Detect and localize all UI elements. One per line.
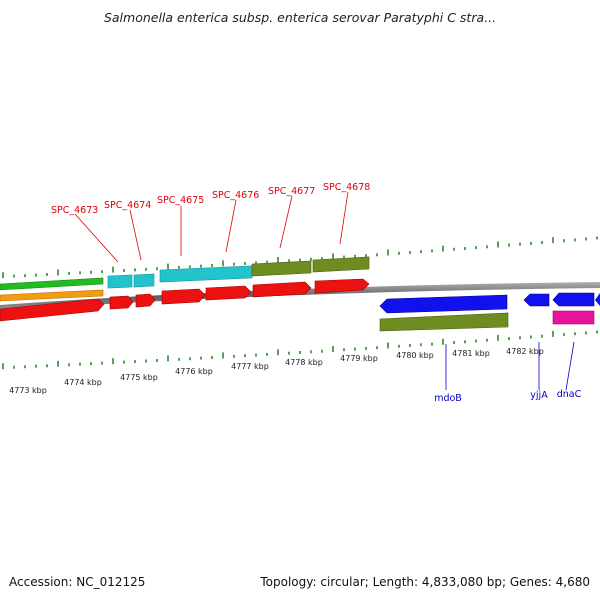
gene-label-spc4678[interactable]: SPC_4678 xyxy=(323,182,370,193)
position-label: 4774 kbp xyxy=(64,378,102,387)
cds-red-4[interactable] xyxy=(161,288,206,305)
feature-green-partial[interactable] xyxy=(0,277,104,291)
feature-spc4678[interactable] xyxy=(312,256,370,273)
cds-red-2[interactable] xyxy=(109,295,134,310)
leader-line xyxy=(225,199,237,253)
cds-red-6[interactable] xyxy=(252,281,312,298)
genome-title: Salmonella enterica subsp. enterica sero… xyxy=(104,10,496,25)
gene-label-spc4673[interactable]: SPC_4673 xyxy=(51,205,98,216)
leader-line xyxy=(74,213,119,263)
leader-line xyxy=(565,341,575,391)
gene-label-spc4677[interactable]: SPC_4677 xyxy=(268,186,315,197)
feature-orange-partial[interactable] xyxy=(0,289,104,302)
feature-spc4676[interactable] xyxy=(159,265,253,283)
gene-label-dnaC[interactable]: dnaC xyxy=(557,389,582,400)
leader-line xyxy=(339,191,349,245)
position-label: 4780 kbp xyxy=(396,351,434,360)
gene-label-spc4675[interactable]: SPC_4675 xyxy=(157,195,204,206)
gene-label-spc4674[interactable]: SPC_4674 xyxy=(104,200,151,211)
leader-line xyxy=(129,209,142,261)
gene-labels-above: SPC_4673 SPC_4674 SPC_4675 SPC_4676 SPC_… xyxy=(51,182,370,263)
position-label: 4776 kbp xyxy=(175,367,213,376)
cds-partial-right[interactable] xyxy=(595,293,600,306)
cds-red-7[interactable] xyxy=(314,278,370,294)
outer-tick-scale xyxy=(2,236,598,279)
inner-tick-scale xyxy=(2,330,598,370)
position-label: 4777 kbp xyxy=(231,362,269,371)
position-label: 4782 kbp xyxy=(506,347,544,356)
position-label: 4778 kbp xyxy=(285,358,323,367)
cds-dnaC[interactable] xyxy=(552,292,595,307)
gene-label-spc4676[interactable]: SPC_4676 xyxy=(212,190,259,201)
gene-label-mdoB[interactable]: mdoB xyxy=(434,393,462,404)
position-labels: 4773 kbp 4774 kbp 4775 kbp 4776 kbp 4777… xyxy=(9,347,544,395)
position-label: 4781 kbp xyxy=(452,349,490,358)
genome-summary: Topology: circular; Length: 4,833,080 bp… xyxy=(259,575,590,589)
accession-text: Accession: NC_012125 xyxy=(9,575,145,589)
feature-magenta[interactable] xyxy=(552,310,595,325)
cds-yjjA[interactable] xyxy=(523,293,550,307)
gene-labels-below: mdoB yjjA dnaC xyxy=(434,341,582,404)
cds-red-1[interactable] xyxy=(0,298,105,322)
position-label: 4779 kbp xyxy=(340,354,378,363)
feature-spc4675[interactable] xyxy=(133,273,155,288)
cds-red-5[interactable] xyxy=(205,285,252,301)
cds-mdoB[interactable] xyxy=(379,294,508,314)
genome-backbone xyxy=(0,282,600,311)
feature-mdoB-olive[interactable] xyxy=(379,312,509,332)
gene-label-yjjA[interactable]: yjjA xyxy=(530,390,548,401)
cds-red-3[interactable] xyxy=(135,293,156,308)
feature-spc4677[interactable] xyxy=(251,260,312,277)
position-label: 4775 kbp xyxy=(120,373,158,382)
position-label: 4773 kbp xyxy=(9,386,47,395)
feature-spc4674[interactable] xyxy=(107,274,133,289)
leader-line xyxy=(279,195,293,249)
